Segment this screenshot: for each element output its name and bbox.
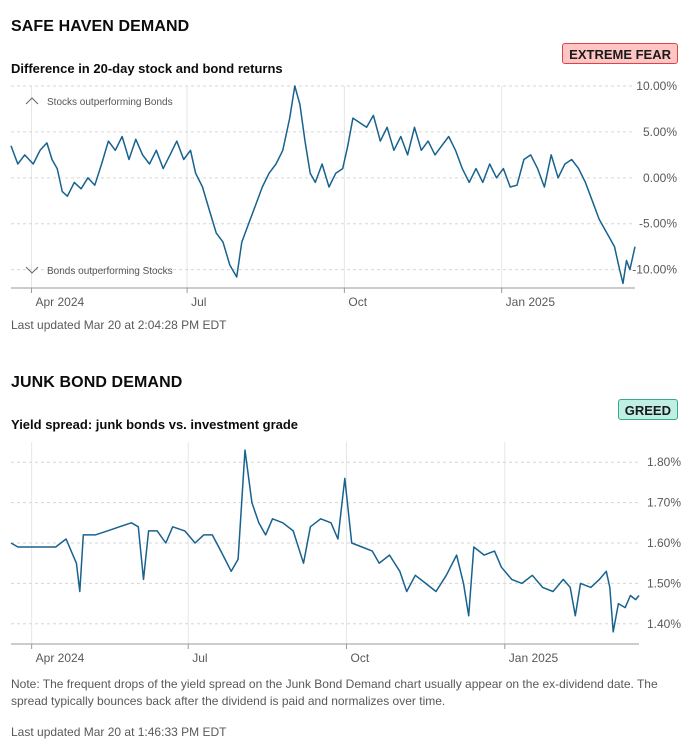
- safe-haven-subtitle: Difference in 20-day stock and bond retu…: [11, 61, 283, 76]
- y-tick-label: 0.00%: [643, 171, 677, 185]
- data-series-line: [10, 85, 636, 285]
- junk-bond-subtitle: Yield spread: junk bonds vs. investment …: [11, 417, 299, 432]
- junk-bond-chart: 1.80% 1.70% 1.60% 1.50% 1.40% Apr 2024 Jul Oct J…: [10, 442, 681, 665]
- x-tick-label: Oct: [348, 295, 367, 309]
- junk-bond-badge: GREED: [617, 399, 678, 420]
- annotation-top: Stocks outperforming Bonds: [47, 97, 173, 108]
- y-tick-label: 10.00%: [636, 79, 677, 93]
- x-tick-label: Jan 2025: [506, 295, 556, 309]
- safe-haven-title: SAFE HAVEN DEMAND: [11, 18, 190, 35]
- y-tick-label: 5.00%: [643, 125, 677, 139]
- y-tick-label: -10.00%: [632, 263, 677, 277]
- x-tick-label: Apr 2024: [36, 295, 85, 309]
- arrow-down-icon: [25, 266, 39, 274]
- junk-bond-updated: Last updated Mar 20 at 1:46:33 PM EDT: [11, 725, 227, 739]
- y-tick-label: 1.50%: [647, 576, 681, 590]
- x-tick-label: Jul: [191, 295, 206, 309]
- x-tick-label: Jul: [192, 651, 207, 665]
- y-tick-label: 1.80%: [647, 455, 681, 469]
- safe-haven-chart: 10.00% 5.00% 0.00% -5.00% -10.00% Apr 2024 Jul…: [10, 79, 677, 309]
- y-tick-label: 1.60%: [647, 536, 681, 550]
- annotation-bottom: Bonds outperforming Stocks: [47, 266, 173, 277]
- data-series-line: [10, 449, 640, 633]
- y-tick-label: 1.40%: [647, 617, 681, 631]
- arrow-up-icon: [25, 97, 39, 105]
- x-tick-label: Apr 2024: [36, 651, 85, 665]
- safe-haven-badge: EXTREME FEAR: [562, 43, 678, 64]
- y-tick-label: -5.00%: [639, 217, 677, 231]
- junk-bond-title: JUNK BOND DEMAND: [11, 374, 183, 391]
- junk-bond-note: Note: The frequent drops of the yield sp…: [11, 677, 658, 708]
- x-tick-label: Oct: [351, 651, 370, 665]
- safe-haven-updated: Last updated Mar 20 at 2:04:28 PM EDT: [11, 318, 227, 332]
- y-tick-label: 1.70%: [647, 496, 681, 510]
- x-tick-label: Jan 2025: [509, 651, 559, 665]
